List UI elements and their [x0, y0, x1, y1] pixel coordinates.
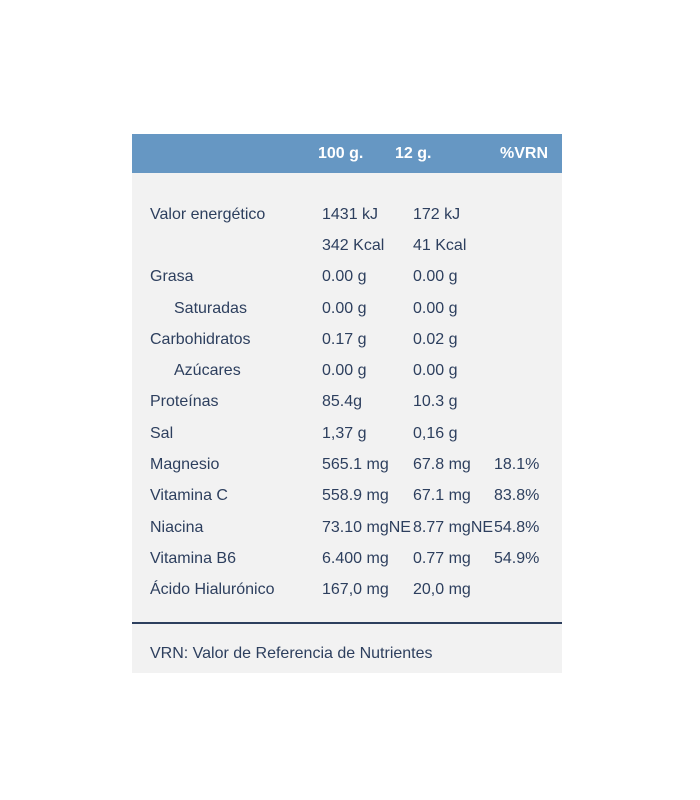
nutrition-rows: Valor energético 1431 kJ 172 kJ 342 Kcal 41 … — [132, 199, 562, 606]
footnote-divider — [132, 622, 562, 624]
value-per-12g: 172 kJ — [413, 205, 461, 223]
value-vrn-percent: 54.9% — [494, 549, 540, 567]
table-row: Grasa 0.00 g 0.00 g — [132, 262, 562, 293]
nutrient-label: Magnesio — [150, 456, 220, 474]
nutrient-label: Azúcares — [174, 362, 241, 380]
table-row: Ácido Hialurónico 167,0 mg 20,0 mg — [132, 575, 562, 606]
value-per-100g: 85.4g — [322, 393, 363, 411]
table-row: Sal 1,37 g 0,16 g — [132, 418, 562, 449]
value-per-100g: 73.10 mgNE — [322, 518, 411, 536]
table-row: Vitamina C 558.9 mg 67.1 mg 83.8% — [132, 481, 562, 512]
value-per-12g: 67.1 mg — [413, 487, 471, 505]
value-per-12g: 0.00 g — [413, 299, 458, 317]
value-per-12g: 0.00 g — [413, 362, 458, 380]
value-per-100g: 1431 kJ — [322, 205, 379, 223]
column-header-12g: 12 g. — [395, 144, 432, 162]
value-per-12g: 0.00 g — [413, 268, 458, 286]
column-header-100g: 100 g. — [318, 144, 364, 162]
table-header: 100 g. 12 g. %VRN — [132, 134, 562, 173]
nutrient-label: Grasa — [150, 268, 194, 286]
value-per-12g: 10.3 g — [413, 393, 458, 411]
value-per-100g: 6.400 mg — [322, 549, 389, 567]
nutrient-label: Carbohidratos — [150, 330, 251, 348]
nutrient-label: Proteínas — [150, 393, 219, 411]
nutrient-label: Sal — [150, 424, 174, 442]
table-row: Valor energético 1431 kJ 172 kJ — [132, 199, 562, 230]
table-row: 342 Kcal 41 Kcal — [132, 230, 562, 261]
column-header-vrn: %VRN — [499, 144, 548, 162]
value-per-12g: 41 Kcal — [413, 236, 467, 254]
value-per-12g: 20,0 mg — [413, 581, 471, 599]
value-vrn-percent: 83.8% — [494, 487, 540, 505]
nutrition-facts-panel: 100 g. 12 g. %VRN Valor energético 1431 k… — [132, 134, 562, 673]
value-per-100g: 0.00 g — [322, 299, 367, 317]
table-row: Azúcares 0.00 g 0.00 g — [132, 355, 562, 386]
value-per-100g: 565.1 mg — [322, 456, 389, 474]
value-per-100g: 167,0 mg — [322, 581, 389, 599]
value-per-12g: 0.02 g — [413, 330, 458, 348]
value-per-100g: 342 Kcal — [322, 236, 385, 254]
table-row: Vitamina B6 6.400 mg 0.77 mg 54.9% — [132, 543, 562, 574]
vrn-footnote: VRN: Valor de Referencia de Nutrientes — [150, 645, 433, 662]
table-row: Proteínas 85.4g 10.3 g — [132, 387, 562, 418]
value-per-12g: 8.77 mgNE — [413, 518, 494, 536]
table-row: Niacina 73.10 mgNE 8.77 mgNE 54.8% — [132, 512, 562, 543]
nutrient-label: Saturadas — [174, 299, 247, 317]
value-per-100g: 0.00 g — [322, 268, 367, 286]
nutrient-label: Niacina — [150, 518, 204, 536]
value-per-100g: 558.9 mg — [322, 487, 389, 505]
nutrient-label: Vitamina B6 — [150, 549, 236, 567]
nutrient-label: Ácido Hialurónico — [150, 581, 275, 599]
table-row: Saturadas 0.00 g 0.00 g — [132, 293, 562, 324]
value-per-100g: 0.00 g — [322, 362, 367, 380]
value-per-12g: 0.77 mg — [413, 549, 471, 567]
nutrient-label: Vitamina C — [150, 487, 228, 505]
value-per-12g: 67.8 mg — [413, 456, 471, 474]
value-vrn-percent: 54.8% — [494, 518, 540, 536]
value-vrn-percent: 18.1% — [494, 456, 540, 474]
value-per-100g: 0.17 g — [322, 330, 367, 348]
table-row: Carbohidratos 0.17 g 0.02 g — [132, 324, 562, 355]
nutrient-label: Valor energético — [150, 205, 266, 223]
value-per-12g: 0,16 g — [413, 424, 458, 442]
value-per-100g: 1,37 g — [322, 424, 367, 442]
table-row: Magnesio 565.1 mg 67.8 mg 18.1% — [132, 449, 562, 480]
